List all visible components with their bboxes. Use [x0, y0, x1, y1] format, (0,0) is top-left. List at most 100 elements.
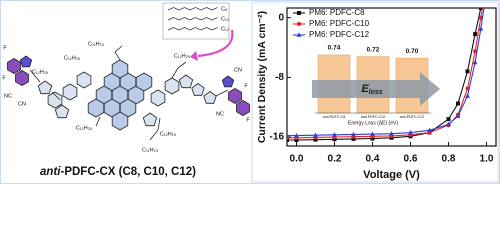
- inset-category-label: anti-PDFC-C8: [323, 115, 346, 119]
- chain-label: C₈: [221, 6, 227, 12]
- alkyl-chain: [167, 7, 218, 11]
- highlight-arrowhead: [190, 51, 198, 61]
- marker: [297, 11, 301, 15]
- ring: [19, 55, 33, 68]
- inset-value-label: 0.70: [406, 48, 419, 55]
- legend-label: PM6: PDFC-C8: [309, 8, 365, 17]
- marker: [446, 117, 451, 122]
- ring: [178, 74, 194, 89]
- trend-arrow: [312, 72, 440, 106]
- marker: [296, 21, 302, 27]
- bond: [29, 69, 229, 97]
- marker: [287, 138, 289, 143]
- ring: [62, 83, 78, 101]
- ring: [15, 70, 29, 86]
- molecule: C₈ C₁₀ C₁₂ C₁₁H₂₃ C₁₂H₂₅ C₁₂H₂₅ C₁₂H₂₅ C₁₁H₂₃ C₁…: [2, 2, 250, 153]
- ring: [111, 59, 129, 79]
- molecule-label: F: [246, 117, 250, 123]
- marker: [478, 26, 484, 31]
- marker: [332, 137, 337, 142]
- marker: [370, 136, 375, 141]
- marker: [473, 32, 478, 37]
- ring: [203, 91, 217, 104]
- ring: [87, 98, 105, 118]
- inset-value-label: 0.74: [328, 45, 341, 52]
- chain-label: C₁₀: [221, 16, 229, 22]
- marker: [408, 129, 413, 135]
- marker: [370, 131, 375, 136]
- plot-data: [287, 8, 485, 143]
- chart-frame: [251, 1, 499, 183]
- molecule-label: CN: [234, 67, 242, 73]
- trend-label-main: E: [361, 83, 369, 95]
- molecule-caption: anti-PDFC-CX (C8, C10, C12): [40, 166, 196, 178]
- molecule-label: C₁₁H₂₃: [142, 147, 158, 153]
- legend-label: PM6: PDFC-C10: [309, 19, 370, 28]
- marker: [465, 69, 470, 74]
- y-axis-label: Current Density (mA cm⁻²): [256, 11, 268, 143]
- side-chain: [51, 45, 187, 141]
- ring: [47, 91, 63, 109]
- molecule-label: C₁₂H₂₅: [76, 125, 92, 131]
- ring: [76, 71, 92, 89]
- ring: [54, 104, 70, 119]
- marker: [456, 101, 460, 106]
- marker: [313, 137, 318, 142]
- ring: [236, 100, 250, 116]
- marker: [478, 8, 483, 10]
- y-tick-label: -8: [275, 72, 284, 83]
- marker: [389, 131, 394, 136]
- molecule-label: F: [2, 75, 6, 81]
- chain-label: C₁₂: [221, 26, 229, 32]
- molecule-label: C₁₂H₂₅: [174, 53, 190, 59]
- ring: [191, 83, 205, 96]
- molecule-label: F: [3, 45, 7, 51]
- marker: [465, 93, 470, 98]
- highlight-arrow: [197, 29, 234, 58]
- molecule-label: NC: [216, 111, 224, 117]
- marker: [446, 121, 451, 127]
- x-tick-label: 0.8: [442, 154, 456, 165]
- x-tick-label: 0.2: [328, 154, 342, 165]
- marker: [473, 49, 478, 54]
- marker: [296, 32, 302, 37]
- marker: [351, 131, 356, 137]
- inset-category-label: anti-PDFC-C12: [400, 115, 425, 119]
- marker: [427, 127, 432, 133]
- caption-prefix: anti: [40, 166, 61, 178]
- chain-box: [162, 2, 230, 40]
- ring: [111, 111, 129, 131]
- inset-category-label: anti-PDFC-C10: [361, 115, 386, 119]
- molecule-label: NC: [4, 93, 12, 99]
- x-tick-label: 0.4: [366, 154, 380, 165]
- ring: [135, 72, 153, 92]
- marker: [294, 132, 299, 138]
- y-tick-label: 0: [278, 12, 284, 23]
- molecule-label: C₁₂H₂₅: [32, 69, 48, 75]
- caption-rest: -PDFC-CX (C8, C10, C12): [60, 166, 196, 178]
- ring: [164, 77, 180, 95]
- molecule-label: C₁₂H₂₅: [160, 131, 176, 137]
- trend-label-sub: loss: [369, 89, 383, 96]
- ring: [150, 89, 166, 107]
- molecule-label: C₁₂H₂₅: [64, 55, 80, 61]
- graphical-abstract: C₈ C₁₀ C₁₂ C₁₁H₂₃ C₁₂H₂₅ C₁₂H₂₅ C₁₂H₂₅ C₁₁H₂₃ C₁…: [0, 0, 500, 184]
- ring: [221, 75, 235, 88]
- marker: [351, 136, 356, 141]
- marker: [472, 59, 478, 65]
- x-axis-label: Voltage (V): [363, 169, 420, 181]
- alkyl-chain: [167, 27, 218, 31]
- alkyl-chain: [167, 17, 218, 21]
- y-tick-label: -16: [270, 132, 285, 143]
- x-tick-label: 1.0: [480, 154, 494, 165]
- x-tick-label: 0.6: [404, 154, 418, 165]
- marker: [455, 113, 461, 118]
- molecule-label: C₁₁H₂₃: [88, 41, 104, 47]
- molecule-label: CN: [18, 101, 26, 107]
- ring: [7, 58, 21, 74]
- x-tick-label: 0.0: [290, 154, 304, 165]
- marker: [287, 132, 290, 138]
- legend-label: PM6: PDFC-C12: [309, 30, 370, 39]
- ring: [37, 80, 53, 95]
- inset-x-label: Energy Loss (ΔE) (eV): [348, 120, 398, 126]
